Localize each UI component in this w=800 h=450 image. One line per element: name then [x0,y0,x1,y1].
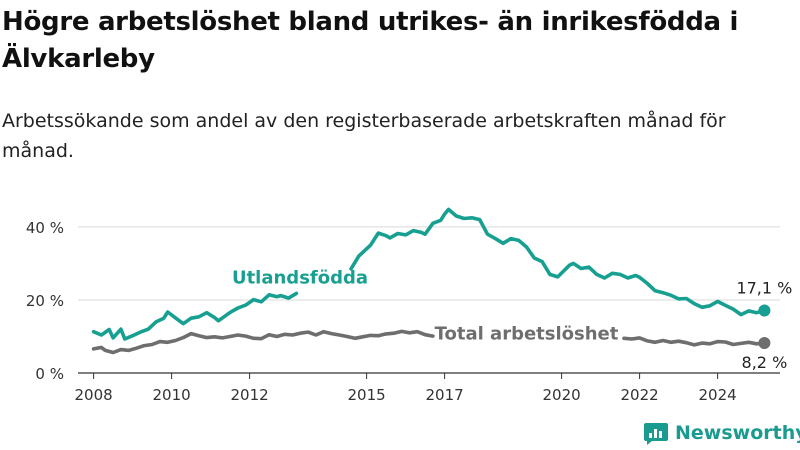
y-tick-label: 40 % [26,219,64,237]
series-line-0 [349,207,767,317]
x-tick-label: 2008 [75,386,113,404]
end-value-label-total: 8,2 % [742,353,788,372]
x-tick-label: 2022 [621,386,659,404]
series-end-dot-1 [758,337,771,350]
chart-title: Högre arbetslöshet bland utrikes- än inr… [2,7,739,74]
y-tick-label: 20 % [26,292,64,310]
series-label-foreign: Utlandsfödda [232,268,368,289]
chart-subtitle: Arbetssökande som andel av den registerb… [2,110,726,162]
x-tick-label: 2024 [699,386,737,404]
x-tick-label: 2015 [348,386,386,404]
x-tick-label: 2010 [153,386,191,404]
x-tick-label: 2012 [231,386,269,404]
x-tick-label: 2020 [543,386,581,404]
line-chart: 0 % 20 % 40 % 2008 2010 2012 2015 2017 2020 2022 2… [26,207,792,404]
y-tick-label: 0 % [35,365,64,383]
brand-name: Newsworthy [675,422,800,444]
series-line-1 [91,329,435,355]
series-end-dot-0 [758,304,771,317]
brand-logo: Newsworthy [643,420,800,446]
series-line-0 [91,291,299,341]
newsworthy-logo-icon [644,423,668,445]
series-line-1 [622,336,767,347]
series-label-total: Total arbetslöshet [435,323,619,344]
end-value-label-foreign: 17,1 % [736,279,792,298]
x-tick-label: 2017 [426,386,464,404]
